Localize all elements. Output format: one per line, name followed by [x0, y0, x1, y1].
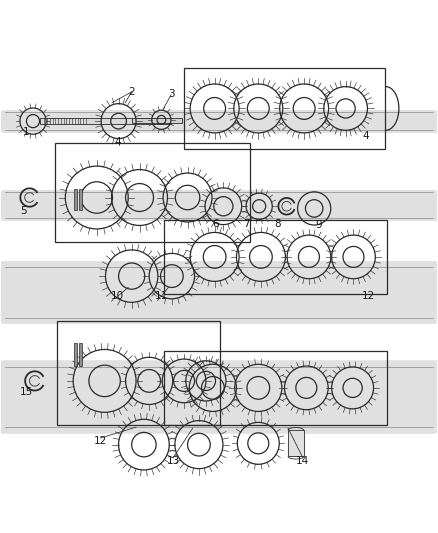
Text: 15: 15	[19, 387, 33, 397]
Bar	[132, 118, 182, 123]
Text: 11: 11	[155, 291, 168, 301]
Text: 4: 4	[362, 131, 369, 141]
Text: 4: 4	[114, 137, 121, 147]
Text: 1: 1	[23, 127, 29, 137]
Text: 8: 8	[274, 219, 281, 229]
Text: 9: 9	[315, 220, 322, 230]
Text: 5: 5	[20, 206, 27, 216]
Text: 13: 13	[166, 456, 180, 466]
Text: 7: 7	[243, 219, 249, 229]
Text: 3: 3	[168, 89, 174, 99]
Text: 12: 12	[362, 291, 375, 301]
Bar	[74, 189, 77, 210]
Bar	[288, 430, 304, 456]
Bar	[79, 189, 82, 210]
Bar	[164, 351, 387, 425]
Text: 6: 6	[212, 219, 219, 229]
Text: 14: 14	[296, 456, 310, 466]
Text: 10: 10	[111, 291, 124, 301]
Text: 2: 2	[128, 87, 135, 97]
Bar	[40, 118, 171, 124]
Text: 12: 12	[94, 436, 107, 446]
Bar	[55, 142, 250, 242]
Bar	[164, 220, 387, 294]
Bar	[57, 321, 220, 425]
Bar	[184, 68, 385, 149]
Bar	[79, 343, 82, 366]
Bar	[74, 343, 77, 366]
